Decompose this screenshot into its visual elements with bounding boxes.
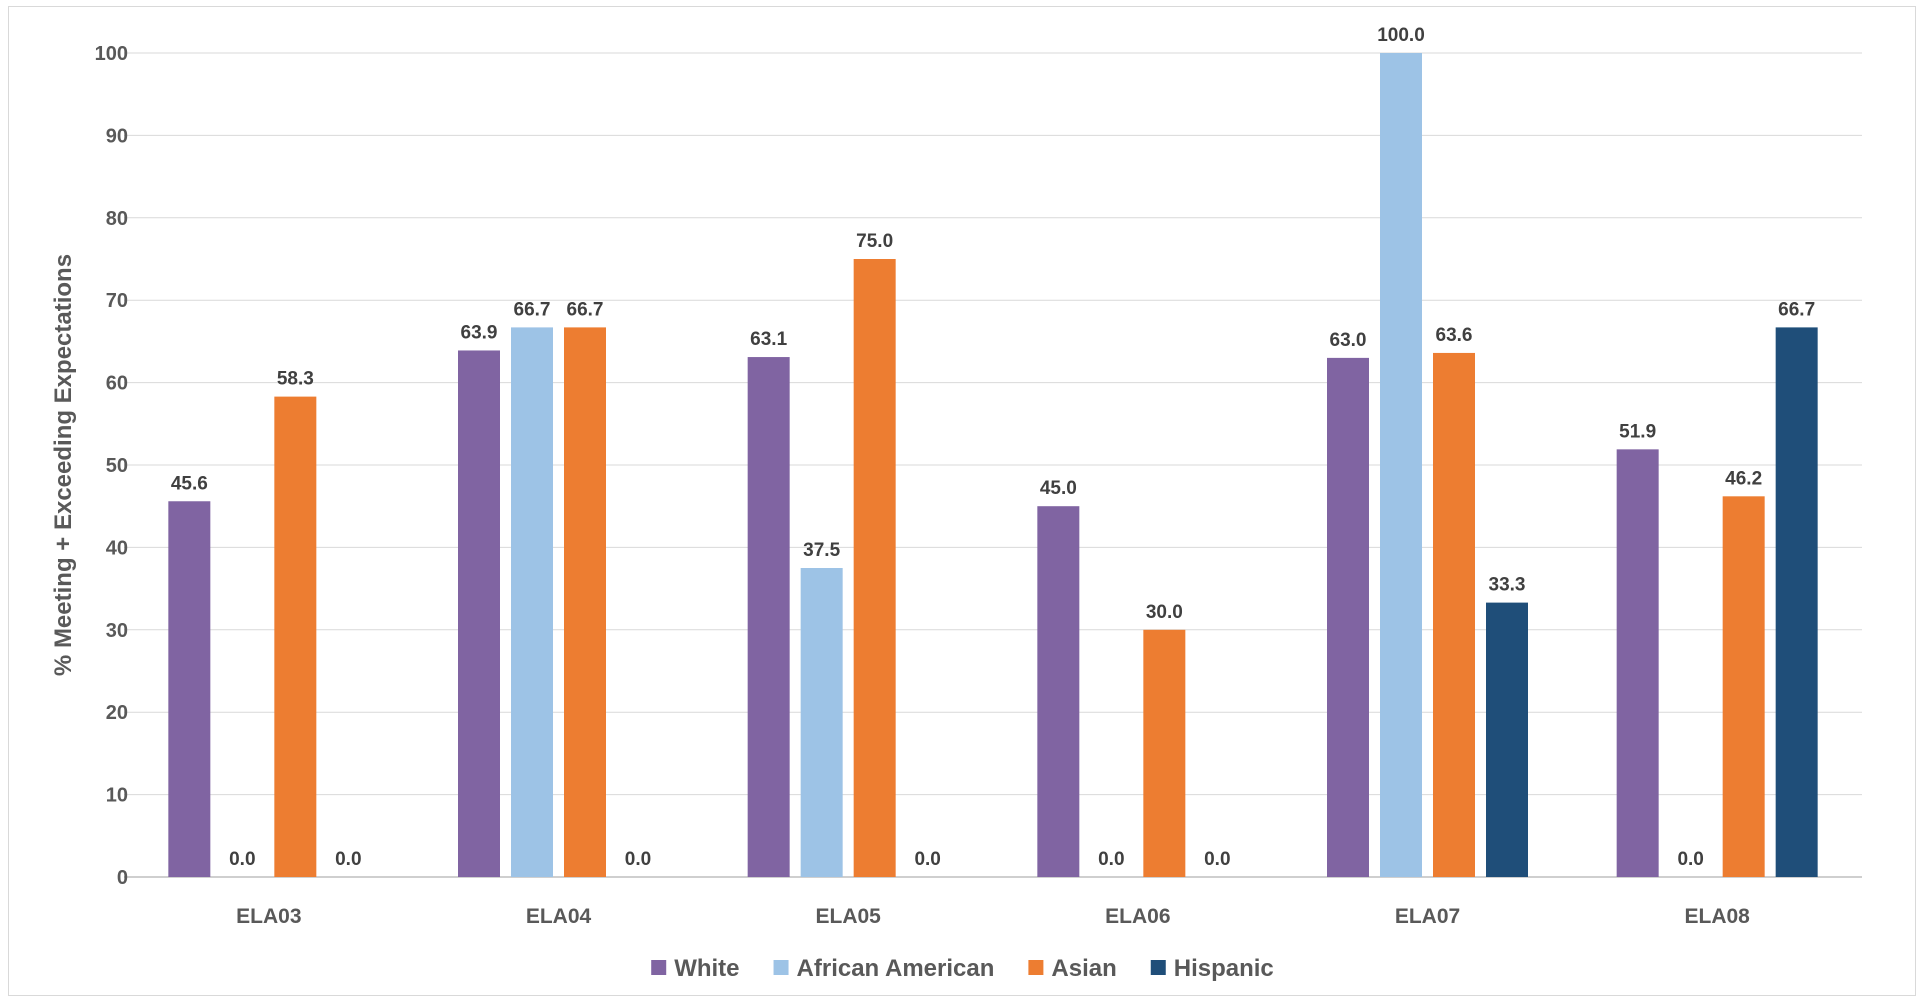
y-tick-label: 80 — [106, 208, 128, 230]
x-category-label: ELA06 — [1105, 905, 1170, 928]
x-category-label: ELA08 — [1684, 905, 1750, 928]
data-label: 30.0 — [1146, 602, 1183, 623]
bar — [1380, 53, 1422, 877]
data-label: 45.0 — [1040, 478, 1077, 499]
data-label: 66.7 — [567, 299, 604, 320]
data-label: 37.5 — [803, 540, 840, 561]
bar — [1616, 449, 1659, 877]
bar — [1433, 352, 1475, 877]
bar — [1775, 327, 1818, 878]
y-tick-label: 30 — [106, 620, 128, 642]
y-tick-label: 20 — [106, 702, 128, 724]
legend: White African American Asian Hispanic — [651, 955, 1274, 982]
legend-swatch — [1150, 960, 1166, 975]
bar — [1722, 496, 1765, 877]
data-label: 45.6 — [171, 473, 208, 494]
gridlines — [124, 52, 1862, 878]
bars — [168, 53, 1818, 878]
y-tick-label: 90 — [106, 125, 128, 147]
data-label: 46.2 — [1725, 468, 1762, 489]
data-label: 66.7 — [1778, 299, 1815, 320]
data-label: 100.0 — [1377, 25, 1425, 46]
data-label: 58.3 — [277, 369, 314, 390]
bar — [1486, 602, 1528, 877]
bar — [564, 327, 606, 878]
data-label: 0.0 — [335, 849, 361, 870]
data-label: 33.3 — [1489, 575, 1526, 596]
legend-label: White — [674, 955, 739, 982]
data-label: 66.7 — [514, 299, 551, 320]
data-label: 51.9 — [1619, 421, 1656, 442]
data-label: 63.1 — [750, 329, 787, 350]
data-label: 0.0 — [1677, 849, 1703, 870]
data-label: 0.0 — [1098, 849, 1124, 870]
data-label: 63.0 — [1330, 330, 1367, 351]
data-label: 0.0 — [914, 849, 940, 870]
bar — [853, 259, 896, 877]
data-label: 0.0 — [1204, 849, 1230, 870]
bar — [1037, 506, 1080, 877]
y-tick-label: 100 — [95, 43, 128, 65]
y-tick-label: 60 — [106, 373, 128, 395]
y-axis-label: % Meeting + Exceeding Expectations — [50, 254, 77, 676]
data-label: 75.0 — [856, 231, 893, 252]
bar — [168, 501, 211, 877]
y-tick-label: 40 — [106, 537, 128, 559]
legend-swatch — [773, 960, 789, 975]
x-axis-categories: ELA03 ELA04 ELA05 ELA06 ELA07 ELA08 — [236, 905, 1750, 928]
data-label: 63.6 — [1436, 325, 1473, 346]
data-label: 0.0 — [625, 849, 651, 870]
y-axis-ticks: 0 10 20 30 40 50 60 70 80 90 100 — [95, 43, 128, 889]
x-category-label: ELA05 — [815, 905, 881, 928]
bar — [747, 357, 790, 877]
data-label: 63.9 — [461, 322, 498, 343]
legend-swatch — [1028, 960, 1044, 975]
bar — [458, 350, 500, 877]
bar — [800, 568, 843, 877]
legend-label: Hispanic — [1174, 955, 1274, 982]
data-labels: 45.6 0.0 58.3 0.0 63.9 66.7 66.7 0.0 63.1 37.5 75.… — [171, 25, 1815, 870]
y-tick-label: 70 — [106, 290, 128, 312]
legend-label: Asian — [1051, 955, 1116, 982]
y-tick-label: 0 — [117, 867, 128, 889]
x-category-label: ELA03 — [236, 905, 301, 928]
bar — [274, 396, 317, 877]
chart-frame — [8, 6, 1916, 996]
bar — [1327, 357, 1369, 877]
bar — [511, 327, 553, 878]
bar — [1143, 629, 1186, 877]
legend-label: African American — [797, 955, 995, 982]
y-tick-label: 10 — [106, 785, 128, 807]
legend-swatch — [651, 960, 667, 975]
data-label: 0.0 — [229, 849, 255, 870]
x-category-label: ELA07 — [1395, 905, 1460, 928]
x-category-label: ELA04 — [526, 905, 592, 928]
y-tick-label: 50 — [106, 455, 128, 477]
